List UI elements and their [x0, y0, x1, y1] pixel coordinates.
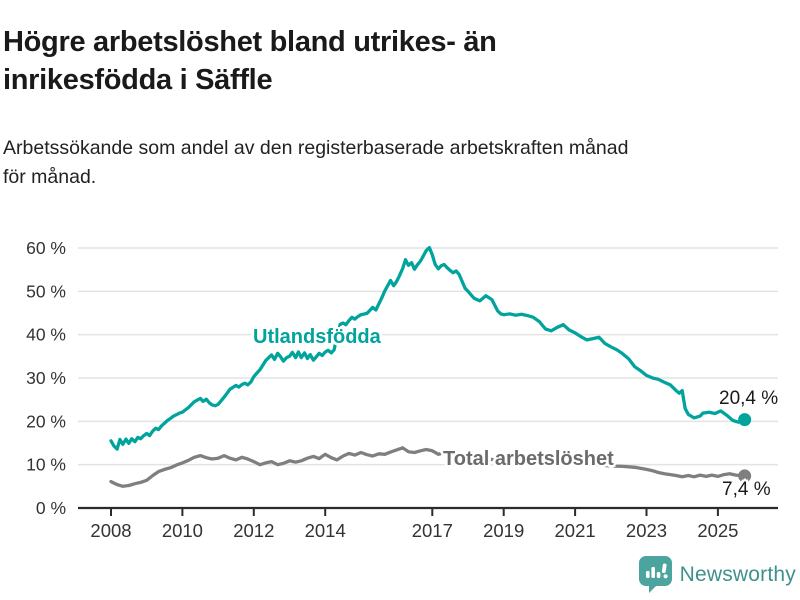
y-tick-label: 30 %: [26, 368, 66, 388]
newsworthy-logo[interactable]: Newsworthy: [638, 556, 796, 593]
y-tick-label: 60 %: [26, 238, 66, 258]
series-label-total-arbetsloshet: Total arbetslöshet: [443, 448, 614, 470]
x-tick-label: 2010: [162, 520, 203, 541]
x-tick-label: 2014: [305, 520, 346, 541]
y-tick-label: 20 %: [26, 411, 66, 431]
end-value-label-total: 7,4 %: [722, 479, 771, 500]
y-axis-labels: 0 % 10 % 20 % 30 % 40 % 50 % 60 %: [26, 238, 66, 518]
x-tick-label: 2023: [626, 520, 667, 541]
end-value-label-utlandsfodda: 20,4 %: [719, 388, 779, 409]
x-axis-ticks: 2008 2010 2012 2014 2017 2019 2021 2023 2025: [90, 509, 738, 541]
y-tick-label: 40 %: [26, 325, 66, 345]
series-total: [109, 446, 752, 488]
series-line: [109, 446, 747, 488]
x-tick-label: 2025: [697, 520, 738, 541]
x-tick-label: 2008: [90, 520, 131, 541]
bubble-shape: [638, 556, 672, 593]
series-end-dot: [738, 469, 752, 483]
y-tick-label: 0 %: [36, 498, 66, 518]
x-tick-label: 2019: [483, 520, 524, 541]
x-tick-label: 2017: [412, 520, 453, 541]
page-title: Högre arbetslöshet bland utrikes- än inr…: [3, 26, 497, 97]
y-tick-label: 50 %: [26, 281, 66, 301]
series-utlandsfodda: [109, 245, 752, 451]
x-tick-label: 2012: [233, 520, 274, 541]
series-end-dot: [738, 413, 752, 427]
gridlines: [78, 247, 778, 466]
series-line: [109, 245, 747, 451]
page-subtitle: Arbetssökande som andel av den registerb…: [3, 136, 629, 188]
x-tick-label: 2021: [555, 520, 596, 541]
series-label-utlandsfodda: Utlandsfödda: [253, 326, 381, 348]
newsworthy-bubble-chart-icon: [638, 556, 672, 593]
newsworthy-logo-text: Newsworthy: [679, 562, 796, 586]
y-tick-label: 10 %: [26, 455, 66, 475]
